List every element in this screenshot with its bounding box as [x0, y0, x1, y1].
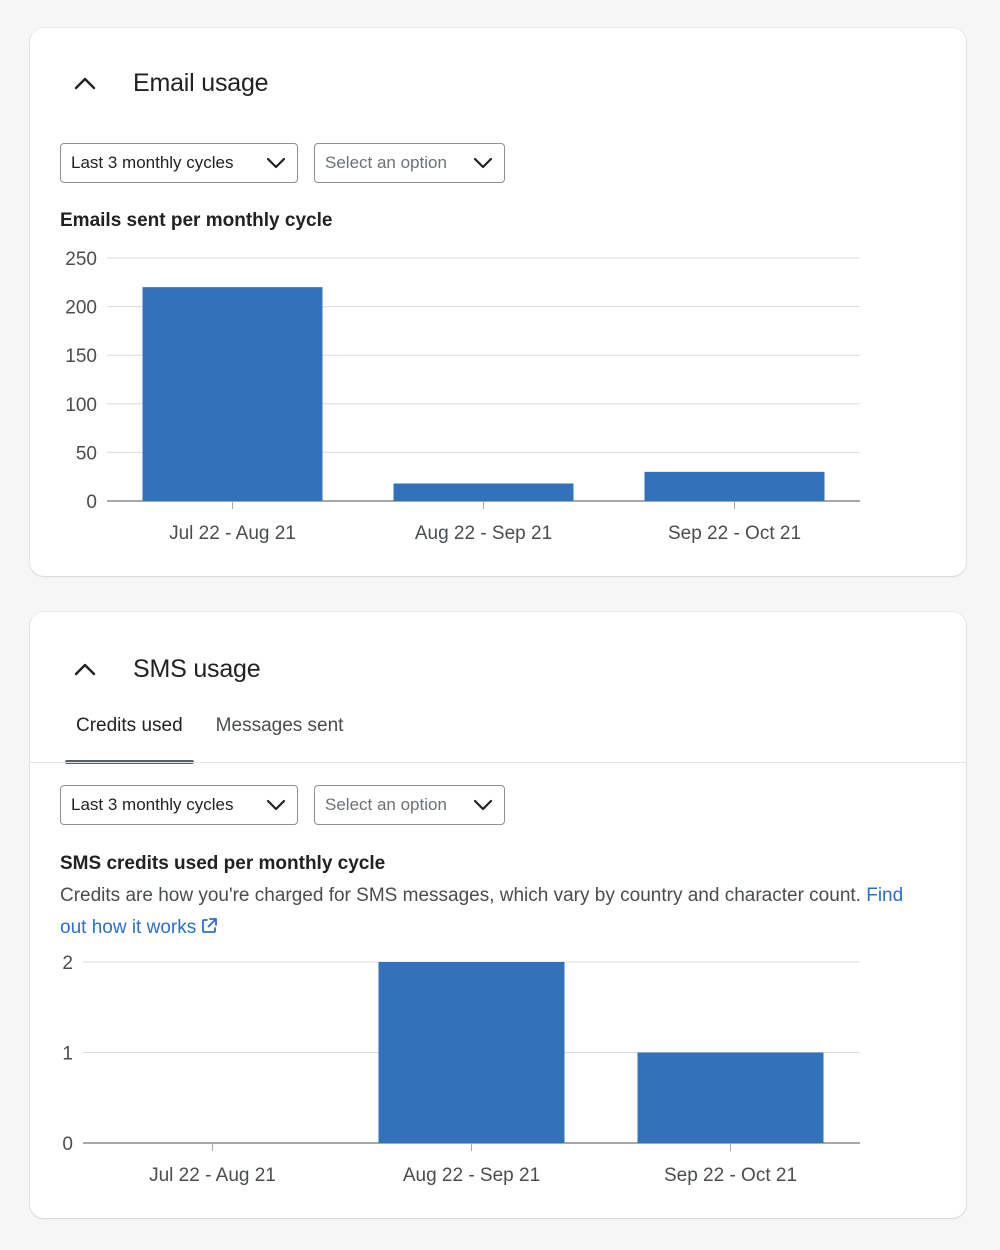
sms-period-select-value: Last 3 monthly cycles — [71, 795, 234, 814]
email-option-select[interactable]: Select an option — [314, 143, 505, 183]
sms-period-select[interactable]: Last 3 monthly cycles — [60, 785, 298, 825]
email-usage-card: Email usage Last 3 monthly cycles Select… — [30, 28, 966, 576]
sms-usage-card: SMS usage Credits used Messages sent Las… — [30, 612, 966, 1218]
external-link-icon — [202, 918, 218, 933]
email-chart-y-tick-label: 200 — [65, 298, 97, 319]
sms-chart-description: Credits are how you're charged for SMS m… — [60, 880, 920, 944]
email-period-select[interactable]: Last 3 monthly cycles — [60, 143, 298, 183]
email-chart-y-tick-label: 150 — [65, 346, 97, 367]
tabs-divider — [30, 762, 966, 763]
sms-chart-x-tick-label: Sep 22 - Oct 21 — [664, 1165, 797, 1186]
sms-chart-x-tick-label: Jul 22 - Aug 21 — [149, 1165, 276, 1186]
email-usage-title: Email usage — [133, 68, 269, 97]
sms-chart-bar[interactable] — [378, 962, 565, 1143]
sms-option-select-placeholder: Select an option — [325, 795, 447, 814]
email-chart-bar[interactable] — [393, 483, 574, 501]
find-out-how-link-text: Find out how it works — [60, 885, 904, 938]
email-chart-y-tick-label: 100 — [65, 395, 97, 416]
sms-chart-y-tick-label: 1 — [62, 1044, 73, 1065]
sms-tabs: Credits used Messages sent — [65, 710, 365, 764]
chevron-down-icon — [472, 798, 494, 812]
email-usage-collapse-button[interactable] — [70, 68, 100, 98]
email-chart-title: Emails sent per monthly cycle — [60, 210, 333, 231]
email-period-select-value: Last 3 monthly cycles — [71, 153, 234, 172]
tab-credits-used[interactable]: Credits used — [65, 710, 194, 764]
sms-usage-collapse-button[interactable] — [70, 654, 100, 684]
chevron-down-icon — [265, 156, 287, 170]
sms-chart-bar[interactable] — [637, 1052, 824, 1144]
email-chart-x-tick-label: Jul 22 - Aug 21 — [169, 523, 296, 544]
sms-description-text: Credits are how you're charged for SMS m… — [60, 885, 861, 906]
sms-chart-x-tick-label: Aug 22 - Sep 21 — [403, 1165, 540, 1186]
find-out-how-link[interactable]: Find out how it works — [60, 885, 903, 938]
chevron-down-icon — [472, 156, 494, 170]
email-usage-header: Email usage — [70, 68, 269, 98]
sms-chart: 0 1 2 Jul 22 - Aug 21 Aug 22 - Sep 21 Sep 22 … — [62, 953, 860, 1186]
email-chart-y-tick-label: 0 — [86, 492, 97, 513]
chevron-up-icon — [74, 663, 96, 676]
sms-chart-y-tick-label: 0 — [62, 1134, 73, 1155]
chevron-down-icon — [265, 798, 287, 812]
sms-chart-y-tick-label: 2 — [62, 953, 73, 974]
email-chart-bar[interactable] — [142, 287, 323, 501]
tab-messages-sent[interactable]: Messages sent — [205, 710, 355, 764]
email-chart-x-tick-label: Sep 22 - Oct 21 — [668, 523, 801, 544]
email-chart-y-tick-label: 250 — [65, 249, 97, 270]
sms-option-select[interactable]: Select an option — [314, 785, 505, 825]
email-chart-y-tick-label: 50 — [76, 443, 97, 464]
chevron-up-icon — [74, 77, 96, 90]
email-chart: 0 50 100 150 200 250 Jul 22 - Aug 21 Aug 22 - S… — [65, 249, 860, 544]
email-option-select-placeholder: Select an option — [325, 153, 447, 172]
email-chart-x-tick-label: Aug 22 - Sep 21 — [415, 523, 552, 544]
sms-chart-title: SMS credits used per monthly cycle — [60, 853, 386, 874]
tab-credits-used-label: Credits used — [76, 715, 183, 736]
sms-usage-title: SMS usage — [133, 654, 261, 683]
email-chart-bar[interactable] — [644, 471, 825, 501]
sms-usage-header: SMS usage — [70, 654, 261, 684]
tab-messages-sent-label: Messages sent — [215, 715, 344, 736]
